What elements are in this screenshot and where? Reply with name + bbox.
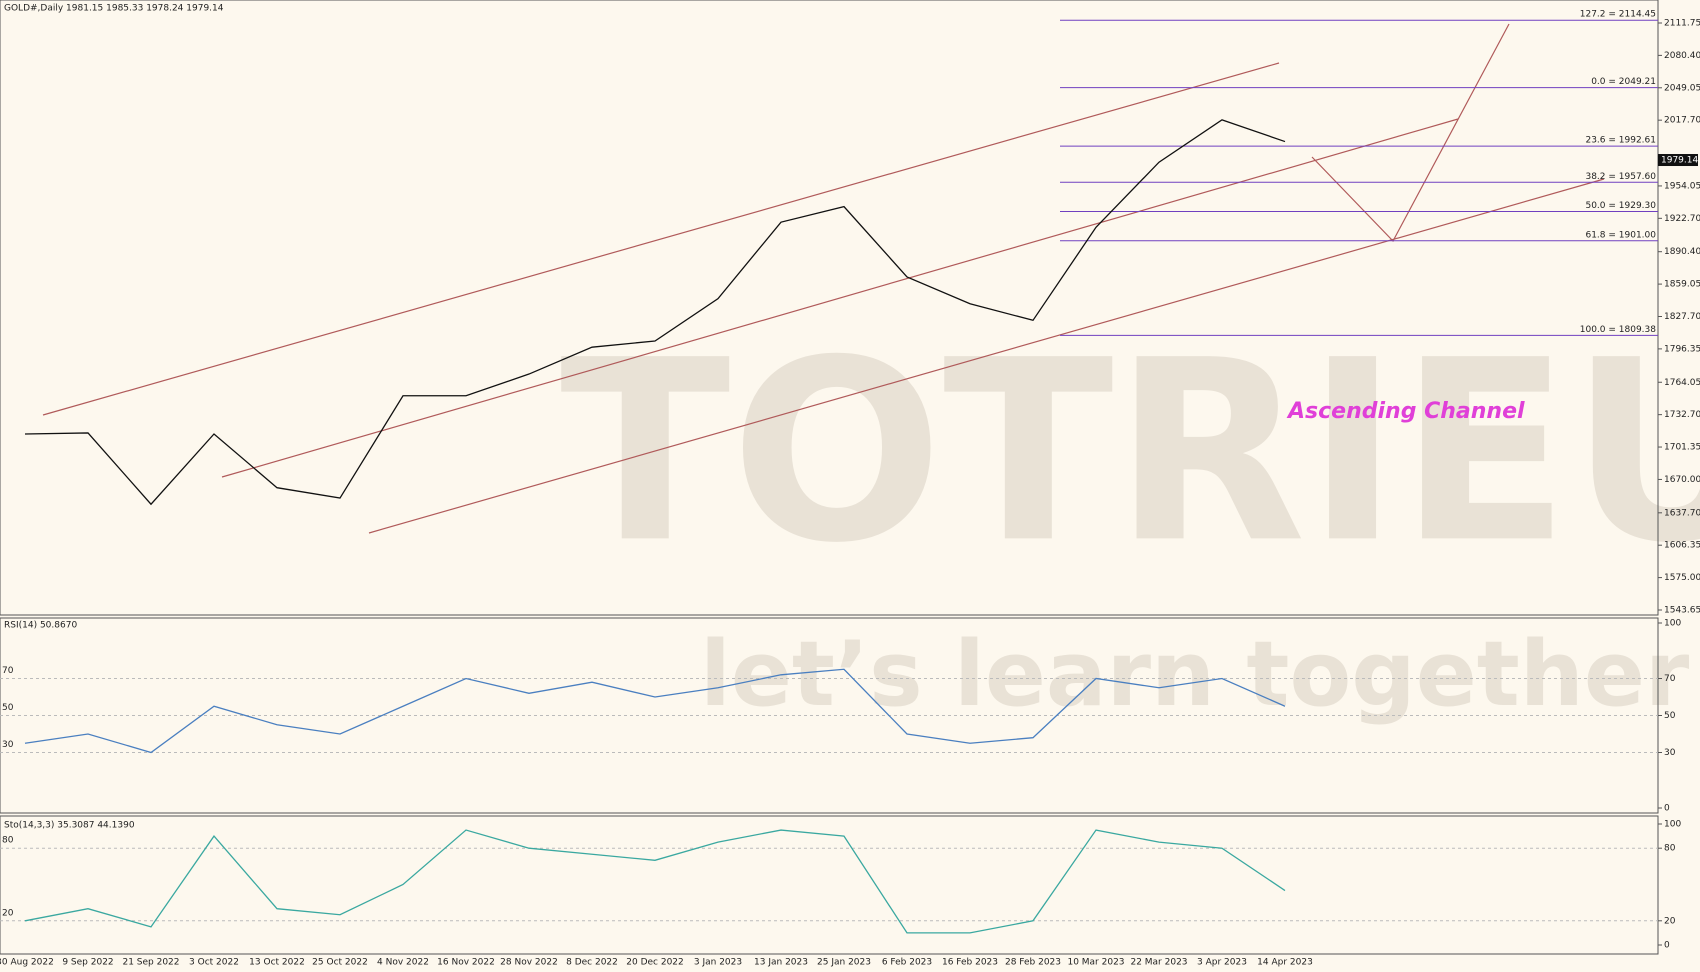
y-tick-label: 1764.05 — [1664, 378, 1700, 388]
y-tick-label: 100 — [1664, 820, 1681, 830]
y-tick-label: 1543.65 — [1664, 605, 1700, 615]
y-tick-label: 1701.35 — [1664, 443, 1700, 453]
y-tick-label: 50 — [1664, 711, 1676, 721]
stoch-panel — [0, 815, 1659, 955]
y-tick-label: 1670.00 — [1664, 475, 1700, 485]
x-tick-label: 28 Feb 2023 — [1005, 958, 1061, 968]
y-tick-label: 80 — [1664, 844, 1676, 854]
fib-label: 100.0 = 1809.38 — [1580, 325, 1657, 335]
y-tick-label: 70 — [1664, 674, 1676, 684]
channel — [42, 23, 1605, 534]
fib-label: 50.0 = 1929.30 — [1585, 201, 1656, 211]
x-tick-label: 25 Jan 2023 — [817, 958, 871, 968]
y-tick-label: 1637.70 — [1664, 508, 1700, 518]
y-tick-label: 1954.05 — [1664, 181, 1700, 191]
x-tick-label: 13 Oct 2022 — [249, 958, 305, 968]
y-tick-label: 20 — [2, 908, 14, 918]
y-tick-label: 1732.70 — [1664, 410, 1700, 420]
y-tick-label: 80 — [2, 836, 14, 846]
y-tick-label: 1859.05 — [1664, 280, 1700, 290]
x-tick-label: 28 Nov 2022 — [500, 958, 558, 968]
price-marker — [1658, 154, 1698, 167]
price-panel — [0, 0, 1659, 616]
line — [24, 668, 1286, 754]
chart-title: GOLD#,Daily 1981.15 1985.33 1978.24 1979… — [4, 4, 224, 14]
price-label: 1979.14 — [1661, 156, 1698, 166]
fib-label: 23.6 = 1992.61 — [1585, 136, 1656, 146]
y-tick-label: 100 — [1664, 619, 1681, 629]
x-tick-label: 14 Apr 2023 — [1257, 958, 1313, 968]
y-tick-label: 2080.40 — [1664, 51, 1700, 61]
y-tick-label: 2049.05 — [1664, 83, 1700, 93]
y-tick-label: 30 — [1664, 748, 1676, 758]
y-tick-label: 30 — [2, 740, 14, 750]
watermark: let’s learn together — [700, 622, 1690, 727]
y-tick-label: 0 — [1664, 941, 1670, 951]
y-tick-label: 1890.40 — [1664, 247, 1700, 257]
y-tick-label: 1606.35 — [1664, 541, 1700, 551]
x-tick-label: 21 Sep 2022 — [122, 958, 179, 968]
x-tick-label: 4 Nov 2022 — [377, 958, 429, 968]
line — [24, 829, 1286, 934]
x-tick-label: 3 Oct 2022 — [189, 958, 239, 968]
annotation: Ascending Channel — [1286, 399, 1525, 424]
y-tick-label: 1796.35 — [1664, 344, 1700, 354]
fib-label: 0.0 = 2049.21 — [1591, 77, 1656, 87]
y-tick-label: 0 — [1664, 804, 1670, 814]
line — [24, 119, 1286, 506]
fib-label: 38.2 = 1957.60 — [1585, 172, 1656, 182]
x-tick-label: 3 Apr 2023 — [1197, 958, 1247, 968]
watermark: TOTRIEU — [560, 306, 1700, 597]
fib-label: 61.8 = 1901.00 — [1585, 230, 1656, 240]
x-tick-label: 30 Aug 2022 — [0, 958, 54, 968]
y-tick-label: 1922.70 — [1664, 214, 1700, 224]
x-tick-label: 8 Dec 2022 — [566, 958, 618, 968]
x-tick-label: 6 Feb 2023 — [882, 958, 932, 968]
y-tick-label: 2017.70 — [1664, 116, 1700, 126]
x-tick-label: 13 Jan 2023 — [754, 958, 808, 968]
x-tick-label: 16 Nov 2022 — [437, 958, 495, 968]
y-tick-label: 70 — [2, 666, 14, 676]
panel-title: RSI(14) 50.8670 — [4, 621, 77, 631]
x-tick-label: 25 Oct 2022 — [312, 958, 368, 968]
x-tick-label: 22 Mar 2023 — [1130, 958, 1187, 968]
y-tick-label: 50 — [2, 703, 14, 713]
y-tick-label: 20 — [1664, 916, 1676, 926]
x-tick-label: 16 Feb 2023 — [942, 958, 998, 968]
y-tick-label: 1827.70 — [1664, 312, 1700, 322]
x-tick-label: 9 Sep 2022 — [62, 958, 113, 968]
x-tick-label: 3 Jan 2023 — [694, 958, 742, 968]
x-tick-label: 20 Dec 2022 — [626, 958, 684, 968]
panel-title: Sto(14,3,3) 35.3087 44.1390 — [4, 821, 135, 831]
x-tick-label: 10 Mar 2023 — [1067, 958, 1124, 968]
fib-label: 127.2 = 2114.45 — [1580, 10, 1656, 20]
y-tick-label: 1575.00 — [1664, 573, 1700, 583]
y-tick-label: 2111.75 — [1664, 18, 1700, 28]
